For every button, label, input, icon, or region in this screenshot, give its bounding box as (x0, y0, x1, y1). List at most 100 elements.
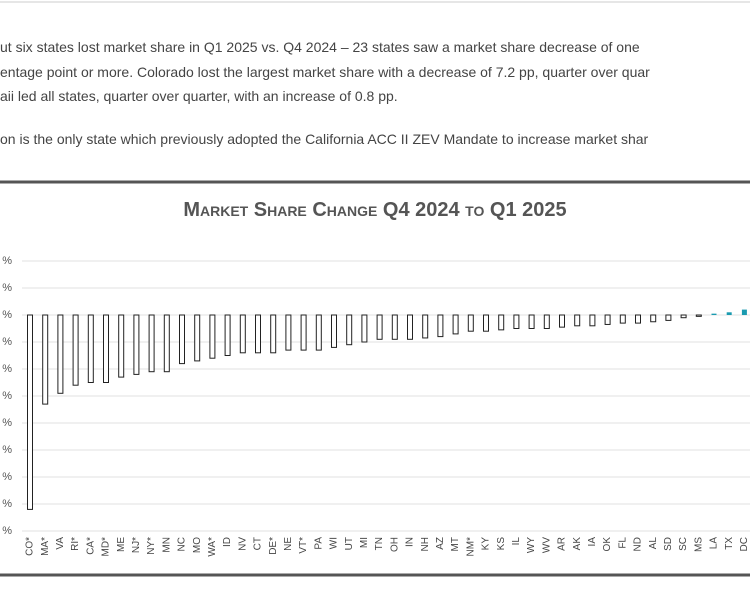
x-tick-label: MI (359, 537, 370, 548)
x-tick-label: ID (222, 537, 233, 547)
x-tick-label: NJ* (131, 537, 142, 553)
bar (361, 314, 368, 343)
bar (528, 314, 535, 329)
x-tick-label: DE* (268, 537, 279, 555)
y-tick-label: % (2, 363, 12, 375)
bar (619, 314, 626, 324)
bar (315, 314, 322, 351)
x-tick-label: LA (709, 537, 720, 550)
y-tick-label: % (2, 255, 12, 267)
x-tick-label: AK (572, 537, 583, 551)
bar (589, 314, 596, 327)
bar (635, 314, 641, 324)
x-tick-label: NM* (465, 537, 476, 557)
y-tick-label: % (2, 336, 12, 348)
bar (163, 314, 170, 373)
x-tick-label: MS (693, 537, 704, 552)
paragraph-line: ut six states lost market share in Q1 20… (0, 39, 640, 55)
x-tick-label: KS (496, 537, 507, 551)
bar (559, 314, 565, 328)
x-tick-label: IA (587, 537, 598, 547)
x-tick-label: KY (481, 537, 492, 551)
y-tick-label: % (2, 471, 12, 483)
y-tick-label: % (2, 390, 12, 402)
bar (72, 314, 79, 386)
x-tick-label: IL (511, 537, 522, 546)
x-tick-label: MT (450, 537, 461, 551)
x-tick-label: FL (617, 537, 628, 549)
x-tick-label: AZ (435, 537, 446, 550)
chart-title: Market Share Change Q4 2024 to Q1 2025 (183, 199, 566, 221)
bar (680, 314, 687, 319)
bar (300, 314, 307, 351)
bar (118, 314, 125, 378)
bar (87, 314, 94, 383)
x-tick-label: ME (116, 537, 127, 552)
x-tick-label: MN (161, 537, 172, 553)
x-tick-label: VA (55, 537, 66, 550)
bar (391, 314, 398, 340)
y-tick-label: % (2, 444, 12, 456)
x-tick-label: NH (420, 537, 431, 551)
x-tick-label: WA* (207, 537, 218, 557)
bar (148, 314, 155, 373)
paragraph-line: on is the only state which previously ad… (0, 131, 649, 147)
x-tick-label: NV (237, 537, 248, 551)
x-tick-label: MA* (40, 537, 51, 556)
bar (133, 314, 140, 375)
x-tick-label: TX (724, 537, 735, 550)
x-tick-label: WY (526, 537, 537, 553)
bar (467, 314, 474, 332)
bar (604, 314, 611, 325)
bar (239, 314, 246, 354)
bar (270, 314, 277, 354)
bar (498, 314, 505, 331)
y-tick-label: % (2, 417, 12, 429)
paragraph-line: entage point or more. Colorado lost the … (0, 64, 650, 80)
x-tick-label: MD* (101, 537, 112, 557)
x-tick-label: SC (678, 537, 689, 551)
x-tick-label: RI* (70, 537, 81, 551)
bar (513, 314, 520, 329)
bar (179, 314, 185, 365)
x-tick-label: AL (648, 537, 659, 550)
bar (376, 314, 383, 340)
x-tick-label: CA* (85, 537, 96, 555)
paragraph-line: aii led all states, quarter over quarter… (0, 88, 398, 104)
x-tick-label: PA (313, 537, 324, 550)
x-tick-label: SD (663, 537, 674, 551)
x-tick-label: UT (344, 537, 355, 550)
x-tick-label: WV (541, 537, 552, 553)
bar (574, 314, 581, 327)
bar (650, 314, 657, 323)
x-tick-label: AR (557, 537, 568, 551)
x-tick-label: CO* (25, 537, 36, 556)
bar (726, 312, 732, 315)
bar (437, 314, 444, 338)
y-tick-label: % (2, 525, 12, 537)
x-tick-label: WI (329, 537, 340, 549)
bar (27, 314, 33, 510)
bar (42, 314, 49, 405)
x-tick-label: NE (283, 537, 294, 551)
bar (57, 314, 64, 394)
bar (346, 314, 353, 346)
bar (209, 314, 216, 359)
x-tick-label: CT (253, 537, 264, 550)
bar (711, 313, 717, 315)
bar (285, 314, 292, 351)
x-tick-label: NY* (146, 537, 157, 555)
bar (695, 314, 702, 317)
x-tick-label: ND (633, 537, 644, 551)
bar (452, 314, 459, 335)
bar (194, 314, 201, 362)
x-tick-label: NC (177, 537, 188, 551)
x-tick-label: TN (374, 537, 385, 550)
bar (741, 309, 747, 315)
bar (407, 314, 413, 340)
x-tick-label: MO (192, 537, 203, 553)
x-tick-label: DC (739, 537, 750, 551)
bar (103, 314, 109, 383)
x-tick-label: OK (602, 537, 613, 552)
